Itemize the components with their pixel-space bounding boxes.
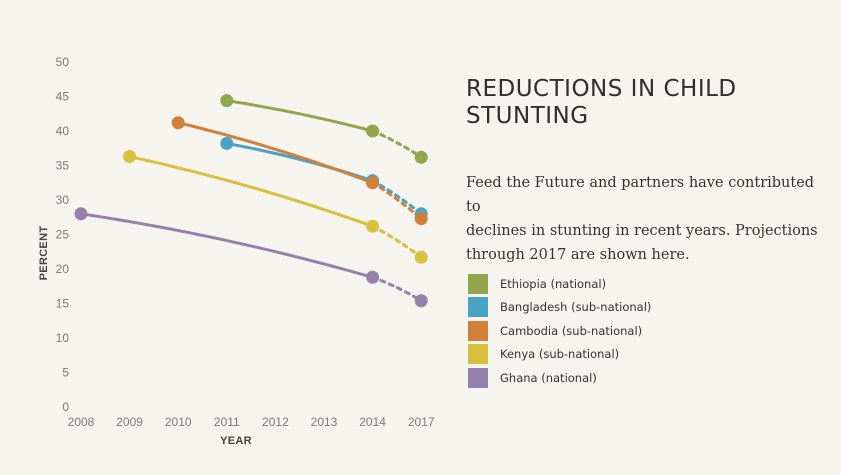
legend-swatch [468, 273, 488, 294]
heading-line-1: REDUCTIONS IN CHILD [466, 76, 737, 102]
legend-label: Kenya (sub-national) [500, 347, 620, 362]
legend-swatch [468, 297, 488, 318]
legend-item-ghana: Ghana (national) [468, 366, 651, 390]
x-tick-label: 2014 [359, 415, 386, 429]
legend-item-kenya: Kenya (sub-national) [468, 343, 651, 367]
y-tick-label: 35 [56, 159, 70, 173]
data-point [414, 212, 428, 226]
x-tick-label: 2012 [262, 415, 289, 429]
y-tick-label: 10 [56, 331, 70, 345]
legend-item-bangladesh: Bangladesh (sub-national) [468, 296, 651, 320]
legend-swatch [468, 344, 488, 365]
data-point [123, 150, 137, 164]
x-tick-label: 2009 [116, 415, 143, 429]
y-tick-label: 25 [56, 228, 70, 242]
data-point [220, 136, 234, 150]
legend-label: Bangladesh (sub-national) [500, 300, 652, 315]
legend-label: Cambodia (sub-national) [500, 323, 643, 338]
y-axis-title: PERCENT [38, 226, 50, 281]
legend-swatch [468, 367, 488, 388]
projection-line [371, 224, 423, 259]
description-line-2: declines in stunting in recent years. Pr… [466, 223, 818, 239]
series-line [128, 155, 375, 228]
y-tick-label: 45 [56, 90, 70, 104]
stunting-line-chart: 0 5 10 15 20 25 30 35 40 45 50 2008 2009 2010 2011 201… [38, 55, 435, 447]
x-tick-label: 2011 [214, 415, 240, 429]
y-tick-label: 50 [56, 55, 70, 69]
legend-item-ethiopia: Ethiopia (national) [468, 272, 651, 296]
y-tick-label: 40 [56, 124, 70, 138]
chart-heading: REDUCTIONS IN CHILD STUNTING [466, 76, 826, 130]
y-axis-ticks: 0 5 10 15 20 25 30 35 40 45 50 [56, 55, 70, 414]
legend-label: Ghana (national) [500, 370, 597, 385]
x-tick-label: 2008 [68, 415, 95, 429]
projection-line [371, 275, 423, 303]
data-point [366, 219, 380, 233]
data-point [74, 207, 88, 221]
series-line [176, 121, 375, 185]
data-point [220, 94, 234, 108]
info-panel: REDUCTIONS IN CHILD STUNTING Feed the Fu… [466, 76, 826, 267]
x-axis-title: YEAR [220, 435, 252, 447]
legend-label: Ethiopia (national) [500, 276, 607, 291]
legend-swatch [468, 320, 488, 341]
projection-line [371, 181, 423, 221]
chart-description: Feed the Future and partners have contri… [466, 171, 826, 267]
data-point [414, 250, 428, 264]
projection-line [371, 129, 423, 159]
data-point [414, 294, 428, 308]
y-tick-label: 20 [56, 262, 70, 276]
data-point [366, 176, 380, 190]
series-line [225, 99, 375, 133]
chart-legend: Ethiopia (national) Bangladesh (sub-nati… [468, 272, 651, 390]
data-point [366, 270, 380, 284]
x-tick-label: 2013 [311, 415, 338, 429]
description-line-3: through 2017 are shown here. [466, 247, 690, 263]
x-axis-ticks: 2008 2009 2010 2011 2012 2013 2014 2017 [68, 415, 435, 429]
x-tick-label: 2017 [408, 415, 435, 429]
y-tick-label: 5 [62, 366, 69, 380]
projection-line [371, 179, 423, 216]
y-tick-label: 15 [56, 297, 70, 311]
legend-item-cambodia: Cambodia (sub-national) [468, 319, 651, 343]
series-line [79, 212, 375, 279]
data-point [414, 150, 428, 164]
data-point [366, 124, 380, 138]
y-tick-label: 30 [56, 193, 70, 207]
x-tick-label: 2010 [165, 415, 192, 429]
series-points [74, 94, 428, 308]
description-line-1: Feed the Future and partners have contri… [466, 175, 815, 215]
heading-line-2: STUNTING [466, 103, 589, 129]
data-point [171, 116, 185, 130]
y-tick-label: 0 [62, 400, 69, 414]
